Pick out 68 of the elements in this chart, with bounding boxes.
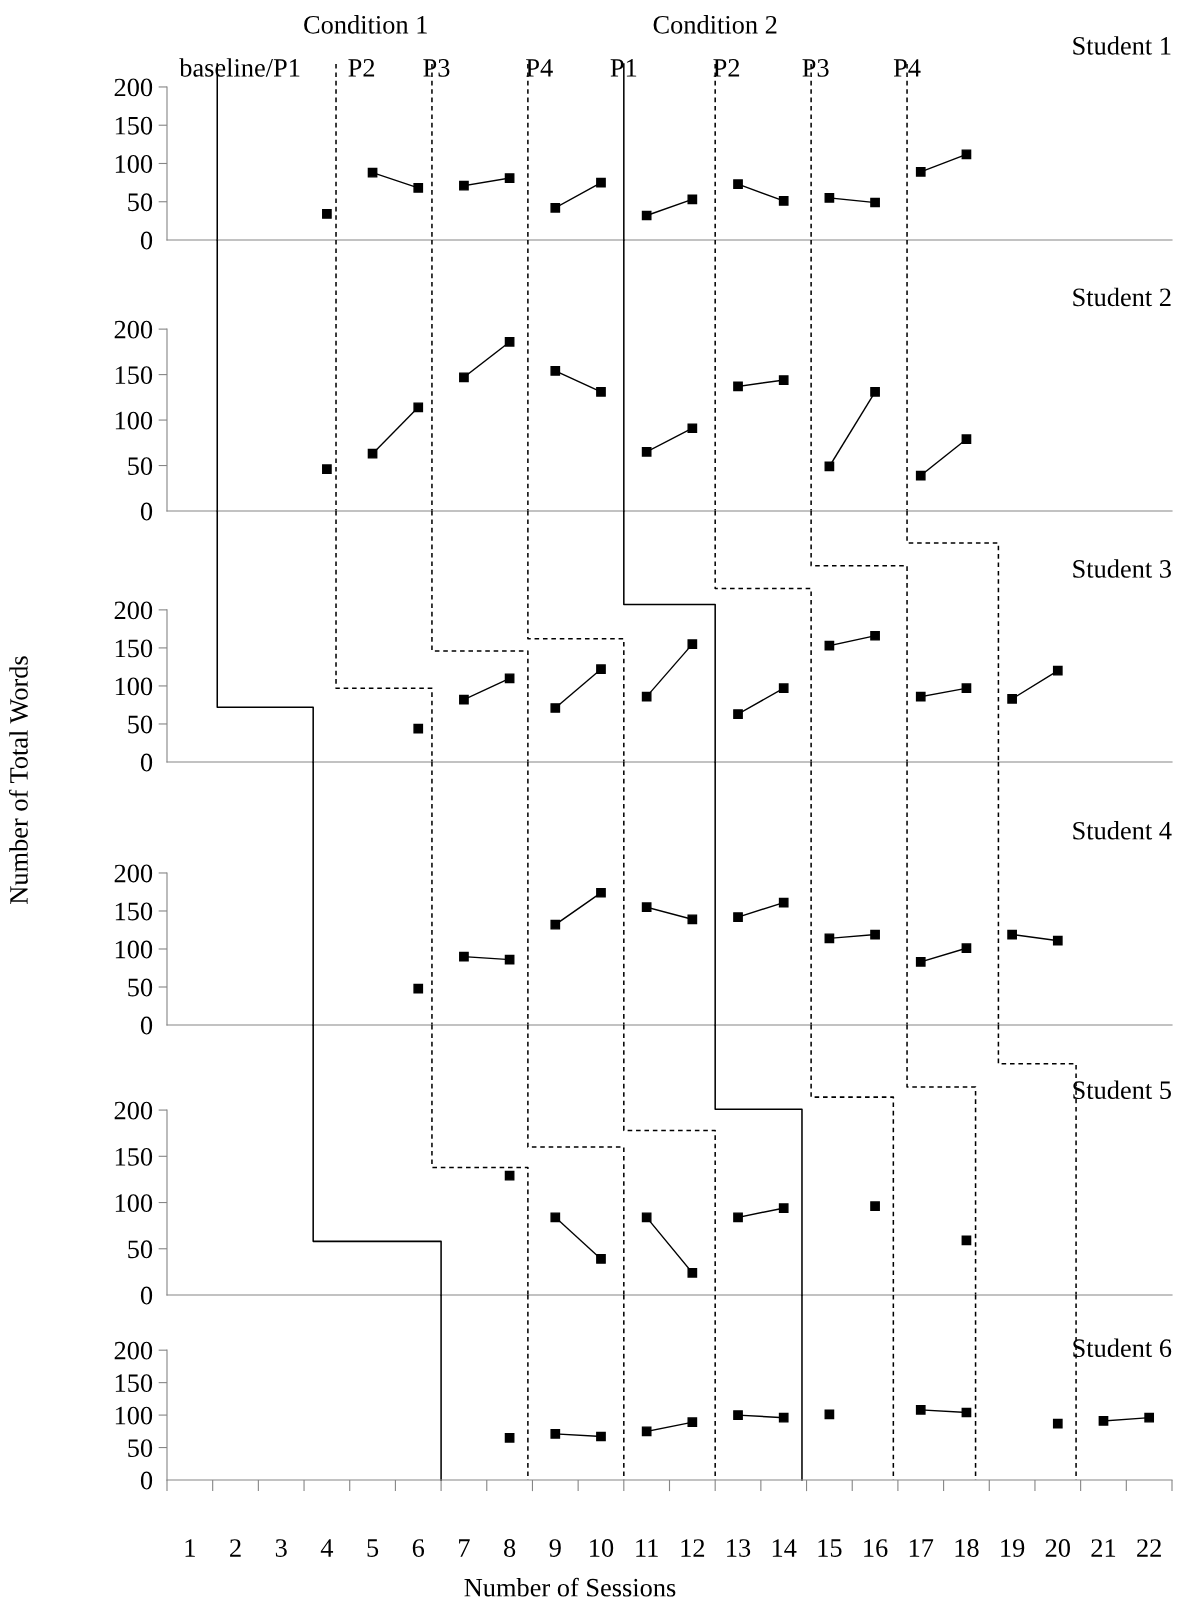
text: Student 2 — [1073, 287, 1171, 307]
x-tick-label: 2 — [230, 1539, 241, 1557]
y-tick-label: 200 — [114, 1101, 153, 1120]
x-tick-label: 22 — [1137, 1539, 1161, 1557]
x-tick-label: 18 — [955, 1539, 979, 1557]
y-tick-label: 100 — [115, 155, 153, 173]
x-tick-label: 9 — [549, 1539, 561, 1557]
x-tick-label: 1 — [185, 1539, 195, 1557]
y-tick-label: 0 — [140, 753, 153, 772]
y-axis-title: Number of Total Words — [9, 656, 28, 904]
x-tick-label: 8 — [504, 1539, 516, 1557]
y-tick-label: 50 — [128, 193, 153, 212]
x-tick-label: 17 — [909, 1539, 934, 1557]
x-tick-label: 11 — [636, 1539, 658, 1557]
x-tick-label: 10 — [590, 1539, 614, 1557]
annotation: P3 — [802, 59, 829, 77]
y-tick-label: 200 — [114, 864, 153, 883]
y-tick-label: 0 — [140, 231, 153, 250]
y-tick-label: 50 — [128, 715, 153, 734]
y-tick-label: 0 — [140, 1286, 153, 1305]
y-tick-label: 200 — [114, 78, 153, 97]
chart-title: Student 1 — [1073, 36, 1171, 55]
y-tick-label: 150 — [115, 1147, 153, 1166]
x-tick-label: 13 — [727, 1539, 751, 1557]
x-tick-label: 12 — [681, 1539, 705, 1557]
text: Student 4 — [1073, 821, 1172, 840]
y-tick-label: 200 — [114, 1341, 153, 1360]
y-tick-label: 100 — [115, 1406, 153, 1425]
y-tick-label: 50 — [128, 1240, 153, 1259]
y-tick-label: 100 — [115, 1194, 153, 1212]
y-tick-label: 0 — [140, 1016, 153, 1035]
x-tick-label: 20 — [1045, 1539, 1070, 1557]
y-tick-label: 0 — [140, 1471, 153, 1490]
text: Student 5 — [1073, 1080, 1171, 1100]
text: Student 3 — [1073, 559, 1171, 578]
x-tick-label: 14 — [772, 1539, 797, 1557]
x-axis-title: Number of Sessions — [464, 1577, 676, 1597]
text: Student 6 — [1073, 1338, 1172, 1358]
y-tick-label: 50 — [128, 1439, 153, 1457]
annotation: P4 — [893, 59, 921, 77]
x-tick-label: 5 — [367, 1539, 379, 1557]
x-tick-label: 16 — [864, 1539, 888, 1557]
annotation: P2 — [348, 59, 375, 77]
text: Condition 2 — [653, 15, 777, 34]
y-tick-label: 150 — [115, 902, 153, 921]
y-tick-label: 150 — [115, 116, 153, 135]
y-tick-label: 50 — [128, 978, 153, 997]
y-tick-label: 100 — [115, 677, 153, 696]
x-tick-label: 3 — [275, 1539, 287, 1557]
x-tick-label: 6 — [412, 1539, 425, 1557]
annotation: P2 — [713, 59, 740, 77]
x-tick-label: 21 — [1091, 1539, 1116, 1557]
x-tick-label: 4 — [320, 1539, 334, 1557]
annotation: P4 — [526, 59, 553, 77]
y-tick-label: 50 — [128, 457, 153, 475]
y-tick-label: 150 — [115, 366, 153, 385]
x-tick-label: 7 — [459, 1539, 470, 1557]
annotation: P3 — [423, 59, 450, 77]
y-tick-label: 100 — [115, 411, 153, 430]
y-tick-label: 100 — [115, 940, 153, 959]
x-tick-label: 15 — [818, 1539, 842, 1557]
x-tick-label: 19 — [1001, 1539, 1025, 1557]
y-tick-label: 200 — [114, 601, 153, 620]
y-tick-label: 0 — [140, 502, 153, 521]
y-tick-label: 150 — [115, 639, 153, 658]
text: Condition 1 — [304, 15, 427, 34]
y-tick-label: 150 — [115, 1374, 153, 1393]
y-tick-label: 200 — [114, 320, 153, 339]
